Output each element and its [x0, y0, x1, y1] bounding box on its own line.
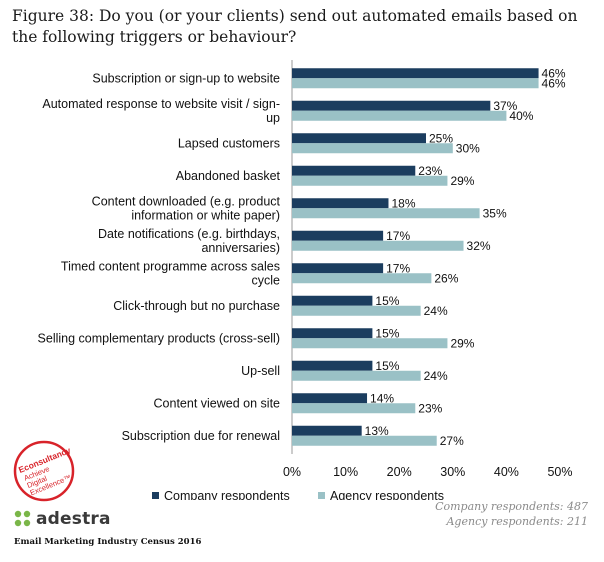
company-bar: [292, 263, 384, 274]
data-label: 24%: [424, 304, 448, 318]
agency-bar: [292, 240, 464, 251]
company-bar: [292, 100, 491, 111]
data-label: 24%: [424, 369, 448, 383]
agency-bar: [292, 143, 453, 154]
agency-bar: [292, 110, 507, 121]
category-label: Content downloaded (e.g. product: [92, 194, 281, 208]
data-label: 29%: [450, 174, 474, 188]
company-bar: [292, 133, 426, 144]
data-label: 23%: [418, 401, 442, 415]
data-label: 15%: [375, 359, 399, 373]
agency-bar: [292, 403, 416, 414]
x-tick-label: 20%: [387, 465, 412, 479]
agency-bar: [292, 305, 421, 316]
legend-label-company: Company respondents: [164, 489, 290, 500]
company-bar: [292, 165, 416, 176]
agency-bar: [292, 338, 448, 349]
company-respondents-note: Company respondents: 487: [435, 500, 588, 513]
data-label: 30%: [456, 141, 480, 155]
category-label: Automated response to website visit / si…: [42, 97, 280, 111]
company-bar: [292, 230, 384, 241]
data-label: 18%: [391, 196, 415, 210]
data-label: 46%: [542, 76, 566, 90]
x-tick-label: 10%: [333, 465, 358, 479]
data-label: 32%: [467, 239, 491, 253]
x-tick-label: 30%: [440, 465, 465, 479]
agency-bar: [292, 175, 448, 186]
company-bar: [292, 295, 373, 306]
data-label: 26%: [434, 271, 458, 285]
data-label: 25%: [429, 131, 453, 145]
category-label: Date notifications (e.g. birthdays,: [98, 227, 280, 241]
data-label: 14%: [370, 391, 394, 405]
data-label: 17%: [386, 261, 410, 275]
company-bar: [292, 68, 539, 79]
data-label: 13%: [365, 424, 389, 438]
category-label: information or white paper): [131, 208, 280, 222]
data-label: 46%: [542, 66, 566, 80]
agency-bar: [292, 273, 432, 284]
data-label: 35%: [483, 206, 507, 220]
company-bar: [292, 393, 368, 404]
x-tick-label: 50%: [547, 465, 572, 479]
agency-bar: [292, 208, 480, 219]
data-label: 27%: [440, 434, 464, 448]
legend-swatch-company: [152, 492, 159, 499]
category-label: Abandoned basket: [176, 169, 281, 183]
adestra-logo: adestra: [14, 508, 111, 530]
adestra-mark-icon: [14, 510, 31, 527]
agency-respondents-note: Agency respondents: 211: [446, 515, 588, 528]
census-caption: Email Marketing Industry Census 2016: [14, 537, 202, 547]
adestra-wordmark: adestra: [36, 509, 111, 529]
econsultancy-logo: Econsultancy Achieve Digital Excellence™: [13, 440, 75, 502]
data-label: 29%: [450, 336, 474, 350]
agency-bar: [292, 370, 421, 381]
category-label: Subscription due for renewal: [122, 429, 280, 443]
company-bar: [292, 328, 373, 339]
category-label: Lapsed customers: [178, 136, 280, 150]
legend-label-agency: Agency respondents: [330, 489, 444, 500]
category-label: anniversaries): [201, 241, 280, 255]
category-label: cycle: [252, 273, 281, 287]
x-tick-label: 0%: [283, 465, 301, 479]
data-label: 15%: [375, 326, 399, 340]
data-label: 23%: [418, 164, 442, 178]
category-label: Selling complementary products (cross-se…: [38, 331, 280, 345]
data-label: 40%: [509, 109, 533, 123]
category-label: Click-through but no purchase: [113, 299, 280, 313]
agency-bar: [292, 435, 437, 446]
category-label: Timed content programme across sales: [61, 259, 280, 273]
agency-bar: [292, 78, 539, 89]
company-bar: [292, 198, 389, 209]
company-bar: [292, 360, 373, 371]
legend-swatch-agency: [318, 492, 325, 499]
data-label: 15%: [375, 294, 399, 308]
data-label: 17%: [386, 229, 410, 243]
category-label: Up-sell: [241, 364, 280, 378]
data-label: 37%: [493, 99, 517, 113]
category-label: up: [266, 111, 280, 125]
company-bar: [292, 425, 362, 436]
category-label: Subscription or sign-up to website: [92, 71, 280, 85]
figure-title: Figure 38: Do you (or your clients) send…: [12, 7, 578, 46]
x-tick-label: 40%: [494, 465, 519, 479]
category-label: Content viewed on site: [154, 396, 281, 410]
bar-chart: Subscription or sign-up to website 46%46%…: [38, 60, 573, 500]
